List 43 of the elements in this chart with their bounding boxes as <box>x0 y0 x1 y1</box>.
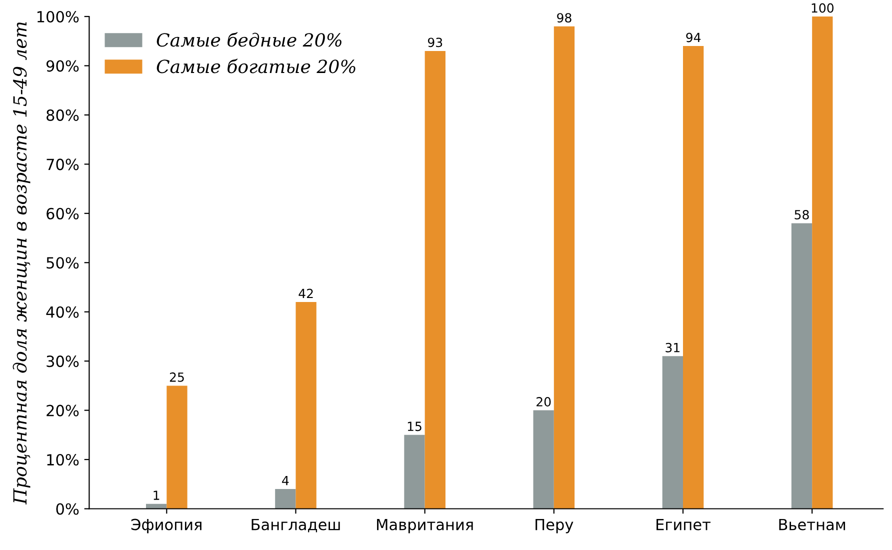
x-tick-label: Египет <box>656 518 710 530</box>
y-tick-label: 100% <box>37 10 79 23</box>
x-tick-label: Вьетнам <box>779 518 846 530</box>
data-label: 94 <box>686 32 701 42</box>
bar <box>812 16 833 509</box>
legend-label: Самые богатые 20% <box>156 58 356 74</box>
y-tick-label: 30% <box>46 356 79 368</box>
data-label: 31 <box>666 342 680 352</box>
y-tick-label: 0% <box>56 503 79 515</box>
x-tick-label: Перу <box>536 518 574 534</box>
y-tick-label: 20% <box>46 404 79 416</box>
data-label: 25 <box>170 372 184 382</box>
data-label: 15 <box>408 422 422 432</box>
y-tick-label: 10% <box>47 454 79 466</box>
bar <box>662 356 683 509</box>
bar <box>296 302 316 509</box>
data-label: 58 <box>794 210 809 220</box>
y-axis-title: Процентная доля женщин в возрасте 15-49 лет <box>12 22 30 505</box>
bar <box>554 26 575 509</box>
data-label: 98 <box>557 13 572 23</box>
bar <box>424 50 446 509</box>
y-tick-label: 90% <box>46 60 79 72</box>
y-tick-label: 40% <box>46 306 79 318</box>
bar <box>791 223 812 509</box>
y-tick-label: 80% <box>46 109 79 121</box>
y-tick-label: 50% <box>46 257 79 269</box>
data-label: 1 <box>154 490 160 500</box>
y-tick-label: 60% <box>46 208 79 220</box>
bar <box>404 434 425 509</box>
data-label: 42 <box>298 288 313 298</box>
data-label: 100 <box>812 3 834 13</box>
bar <box>533 410 554 509</box>
bar <box>275 489 296 509</box>
bar <box>682 46 704 509</box>
x-tick-label: Мавритания <box>377 518 473 534</box>
legend-label: Самые бедные 20% <box>156 32 342 47</box>
data-label: 20 <box>536 397 551 406</box>
y-tick-label: 70% <box>46 158 79 170</box>
bar <box>166 386 188 509</box>
x-tick-label: Эфиопия <box>131 518 202 534</box>
x-tick-label: Бангладеш <box>252 518 340 532</box>
data-label: 93 <box>428 38 442 48</box>
data-label: 4 <box>282 476 289 486</box>
